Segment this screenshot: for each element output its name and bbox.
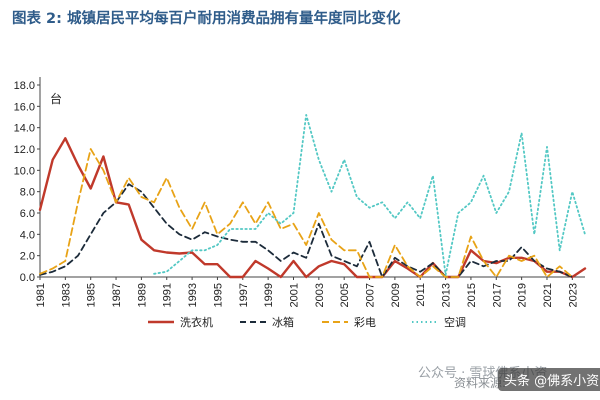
x-tick-label: 2009 [390,283,402,307]
x-tick-label: 2023 [567,283,579,307]
x-tick-label: 1995 [212,283,224,307]
y-tick-label: 16.0 [14,101,35,113]
chart-title: 图表 2: 城镇居民平均每百户耐用消费品拥有量年度同比变化 [12,11,401,27]
y-tick-label: 12.0 [14,144,35,156]
x-tick-label: 1999 [263,283,275,307]
legend-label-2: 冰箱 [272,315,294,329]
x-tick-label: 2001 [288,283,300,307]
x-tick-label: 2015 [466,283,478,307]
y-tick-label: 10.0 [14,165,35,177]
chart-series [38,114,587,279]
x-tick-label: 2019 [517,283,529,307]
y-tick-label: 18.0 [14,80,35,92]
x-tick-label: 1985 [86,283,98,307]
x-tick-label: 1981 [35,283,47,307]
series-line-1 [38,137,587,279]
series-line-4 [153,114,586,276]
series-line-2 [39,183,574,278]
x-tick-label: 1997 [238,283,250,307]
x-tick-label: 2007 [365,283,377,307]
x-tick-label: 1991 [162,283,174,307]
y-tick-label: 0.0 [20,272,35,284]
legend-label-3: 彩电 [354,316,376,329]
x-tick-label: 2013 [441,283,453,307]
legend-label-4: 空调 [444,315,466,329]
y-tick-label: 4.0 [20,229,35,241]
x-tick-label: 2003 [314,283,326,307]
watermark-source: 资料来源: [454,376,507,390]
y-tick-label: 2.0 [20,251,35,263]
watermark-badge: 头条 @佛系小资 [498,368,600,391]
series-line-3 [39,148,574,278]
chart-axes: 0.0 2.0 4.0 6.0 8.0 10.0 12.0 14.0 16.0 18.0 台 1981… [14,77,585,307]
y-tick-label: 6.0 [20,208,35,220]
x-tick-label: 2017 [491,283,503,307]
x-tick-label: 2011 [415,283,427,307]
x-tick-label: 2005 [339,283,351,307]
x-tick-label: 2021 [542,283,554,307]
x-tick-label: 1989 [136,283,148,307]
legend-label-1: 洗衣机 [180,315,213,329]
x-tick-label: 1993 [187,283,199,307]
y-tick-label: 8.0 [20,187,35,199]
x-tick-label: 1987 [111,283,123,307]
chart-legend: 洗衣机 冰箱 彩电 空调 [148,315,466,329]
y-tick-label: 14.0 [14,123,35,135]
y-unit-label: 台 [50,91,62,106]
x-tick-label: 1983 [60,283,72,307]
